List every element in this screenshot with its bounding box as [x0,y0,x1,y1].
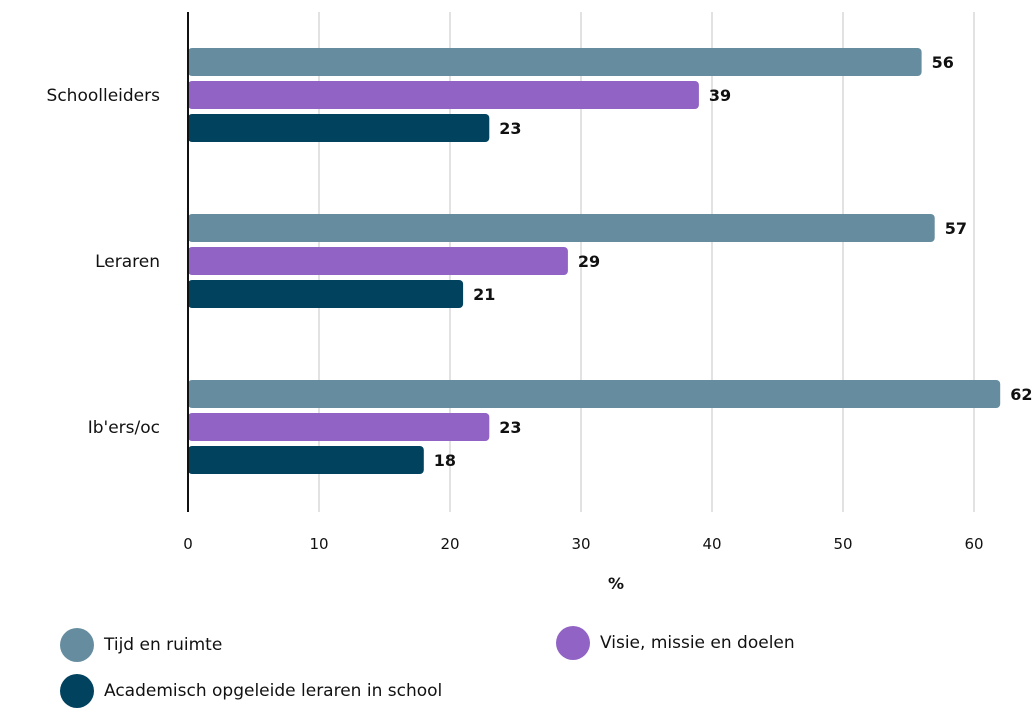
x-tick-label: 20 [440,535,459,553]
x-axis-title: % [608,574,624,593]
category-label: Leraren [95,252,160,272]
data-label: 29 [578,252,600,271]
category-label: Ib'ers/oc [88,418,160,438]
category-label: Schoolleiders [47,86,161,106]
x-tick-label: 10 [309,535,328,553]
bar [188,280,464,308]
bar [188,247,568,275]
value-labels: 56 39 23 57 29 21 62 23 18 [434,53,1033,470]
data-label: 39 [709,86,731,105]
bar [188,446,424,474]
data-label: 23 [499,418,521,437]
x-tick-labels: 0 10 20 30 40 50 60 [183,535,983,553]
data-label: 18 [434,451,456,470]
data-label: 23 [499,119,521,138]
bar [188,380,1001,408]
data-label: 56 [932,53,954,72]
bar [188,214,935,242]
x-tick-label: 50 [833,535,852,553]
data-label: 57 [945,219,967,238]
bar [188,48,922,76]
x-tick-label: 0 [183,535,193,553]
bars [188,48,1001,474]
x-tick-label: 40 [702,535,721,553]
x-tick-label: 60 [964,535,983,553]
data-label: 21 [473,285,495,304]
bar [188,413,490,441]
x-tick-label: 30 [571,535,590,553]
category-labels: Schoolleiders Leraren Ib'ers/oc [47,86,161,438]
bar [188,81,699,109]
bar [188,114,490,142]
data-label: 62 [1010,385,1032,404]
